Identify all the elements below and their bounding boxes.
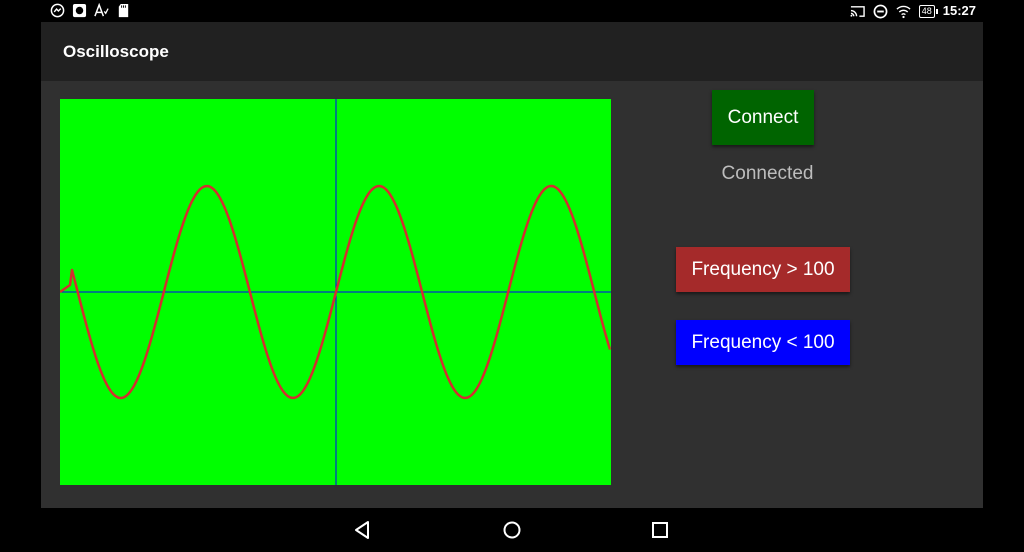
status-bar: 48 15:27 bbox=[0, 0, 1024, 22]
text-format-icon bbox=[94, 3, 109, 17]
recents-icon[interactable] bbox=[649, 519, 671, 541]
home-icon[interactable] bbox=[501, 519, 523, 541]
oscilloscope-display bbox=[60, 99, 611, 485]
messenger-icon bbox=[50, 3, 65, 18]
frequency-high-button[interactable]: Frequency > 100 bbox=[676, 247, 850, 292]
status-bar-right: 48 15:27 bbox=[850, 3, 976, 19]
wifi-icon bbox=[896, 5, 911, 18]
record-icon bbox=[72, 3, 87, 18]
do-not-disturb-icon bbox=[873, 4, 888, 18]
frequency-low-button[interactable]: Frequency < 100 bbox=[676, 320, 850, 365]
cast-icon bbox=[850, 5, 865, 17]
connection-status: Connected bbox=[721, 163, 814, 184]
sd-card-icon bbox=[118, 3, 129, 18]
waveform-trace bbox=[60, 184, 611, 400]
app-window: Oscilloscope Connect Connected Frequency… bbox=[41, 22, 983, 508]
page-title: Oscilloscope bbox=[63, 42, 169, 61]
app-toolbar: Oscilloscope bbox=[41, 22, 983, 81]
status-bar-left bbox=[50, 3, 131, 18]
navigation-bar bbox=[0, 508, 1024, 552]
connect-button[interactable]: Connect bbox=[712, 90, 814, 145]
back-icon[interactable] bbox=[352, 519, 374, 541]
battery-icon: 48 bbox=[918, 4, 938, 18]
status-time: 15:27 bbox=[942, 3, 976, 18]
